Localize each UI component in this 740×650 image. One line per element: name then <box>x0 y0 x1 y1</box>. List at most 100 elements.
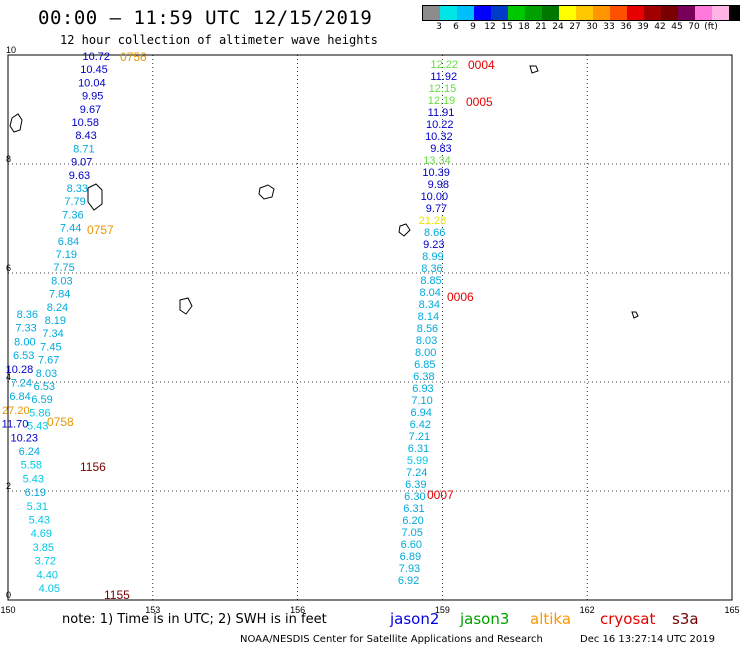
latitude-tick-label: 0 <box>6 590 11 600</box>
swh-value: 8.36 <box>17 309 38 321</box>
map-frame <box>7 54 733 601</box>
swh-value: 8.71 <box>73 143 94 155</box>
swh-value: 7.19 <box>56 249 77 261</box>
color-swatch <box>457 6 474 20</box>
generation-timestamp: Dec 16 13:27:14 UTC 2019 <box>580 634 715 645</box>
swh-value: 7.75 <box>53 262 74 274</box>
color-swatch <box>627 6 644 20</box>
pass-time-label: 0756 <box>120 50 147 64</box>
swh-value: 9.95 <box>82 91 103 103</box>
color-scale-label: 70 <box>688 22 700 32</box>
swh-value: 7.44 <box>60 223 81 235</box>
swh-value: 7.45 <box>40 341 61 353</box>
swh-value: 6.59 <box>31 394 52 406</box>
swh-value: 7.36 <box>62 209 83 221</box>
swh-value: 7.93 <box>399 563 420 575</box>
swh-value: 6.53 <box>34 381 55 393</box>
swh-value: 7.34 <box>42 328 63 340</box>
pass-time-label: 1156 <box>80 460 106 474</box>
legend-entry-jason3: jason3 <box>460 610 510 628</box>
island-outline <box>631 311 639 319</box>
swh-value: 8.19 <box>45 315 66 327</box>
island-outline <box>258 184 275 200</box>
swh-value: 9.07 <box>71 157 92 169</box>
longitude-tick-label: 156 <box>290 605 305 615</box>
color-swatch <box>593 6 610 20</box>
swh-value: 11.91 <box>428 107 455 119</box>
swh-value: 6.93 <box>412 383 433 395</box>
swh-value: 8.99 <box>422 251 443 263</box>
legend-entry-s3a: s3a <box>672 610 699 628</box>
swh-value: 7.24 <box>11 378 32 390</box>
swh-value: 4.05 <box>39 583 60 595</box>
swh-value: 6.92 <box>398 575 419 587</box>
swh-value: 8.14 <box>418 311 439 323</box>
legend-entry-jason2: jason2 <box>390 610 440 628</box>
color-scale-label: 9 <box>470 22 476 32</box>
swh-value: 8.00 <box>14 336 35 348</box>
swh-value: 7.67 <box>38 355 59 367</box>
swh-value: 8.33 <box>67 183 88 195</box>
swh-value: 8.04 <box>419 287 440 299</box>
swh-value: 3.72 <box>35 556 56 568</box>
swh-value: 12.22 <box>430 59 458 71</box>
swh-value: 9.77 <box>426 203 447 215</box>
swh-value: 5.43 <box>23 473 44 485</box>
pass-time-label: 0757 <box>87 223 114 237</box>
swh-value: 9.23 <box>423 239 444 251</box>
color-swatch <box>440 6 457 20</box>
swh-value: 6.53 <box>13 350 34 362</box>
color-swatch <box>423 6 440 20</box>
swh-value: 6.89 <box>400 551 421 563</box>
color-scale-label: 36 <box>620 22 632 32</box>
swh-value: 6.42 <box>410 419 431 431</box>
swh-value: 6.84 <box>58 236 79 248</box>
swh-value: 10.04 <box>78 77 106 89</box>
longitude-tick-label: 165 <box>724 605 739 615</box>
swh-value: 4.40 <box>37 569 58 581</box>
swh-value: 12.19 <box>428 95 456 107</box>
swh-value: 7.79 <box>64 196 85 208</box>
swh-value: 9.98 <box>428 179 449 191</box>
color-swatch <box>559 6 576 20</box>
color-swatch <box>525 6 542 20</box>
swh-value: 10.22 <box>426 119 454 131</box>
swh-value: 5.86 <box>29 407 50 419</box>
swh-value: 10.00 <box>421 191 449 203</box>
swh-value: 7.33 <box>15 323 36 335</box>
pass-time-label: 0005 <box>466 95 493 109</box>
color-swatch <box>542 6 559 20</box>
swh-value: 8.66 <box>424 227 445 239</box>
color-scale-label: 3 <box>436 22 442 32</box>
swh-value: 8.24 <box>47 302 68 314</box>
swh-value: 6.20 <box>402 515 423 527</box>
color-swatch <box>661 6 678 20</box>
color-swatch <box>644 6 661 20</box>
swh-value: 10.45 <box>80 64 108 76</box>
color-swatch <box>729 6 740 20</box>
color-scale-label: 39 <box>637 22 649 32</box>
swh-value: 6.31 <box>403 503 424 515</box>
swh-value: 21.28 <box>419 215 447 227</box>
latitude-tick-label: 6 <box>6 263 11 273</box>
swh-value: 5.43 <box>27 421 48 433</box>
swh-value: 8.03 <box>36 368 57 380</box>
swh-value: 8.00 <box>415 347 436 359</box>
swh-value: 8.56 <box>417 323 438 335</box>
longitude-tick-label: 150 <box>0 605 15 615</box>
swh-value: 10.39 <box>422 167 450 179</box>
swh-value: 7.84 <box>49 289 70 301</box>
swh-value: 8.03 <box>416 335 437 347</box>
swh-value: 27.20 <box>2 405 30 417</box>
map-subtitle: 12 hour collection of altimeter wave hei… <box>60 33 378 47</box>
color-scale-label: 33 <box>603 22 615 32</box>
swh-value: 8.03 <box>51 275 72 287</box>
island-outline <box>529 65 539 74</box>
longitude-tick-label: 162 <box>580 605 595 615</box>
color-scale-label: 27 <box>569 22 581 32</box>
latitude-tick-label: 10 <box>6 45 16 55</box>
color-scale-label: 24 <box>552 22 564 32</box>
swh-value: 8.85 <box>420 275 441 287</box>
swh-value: 7.05 <box>401 527 422 539</box>
